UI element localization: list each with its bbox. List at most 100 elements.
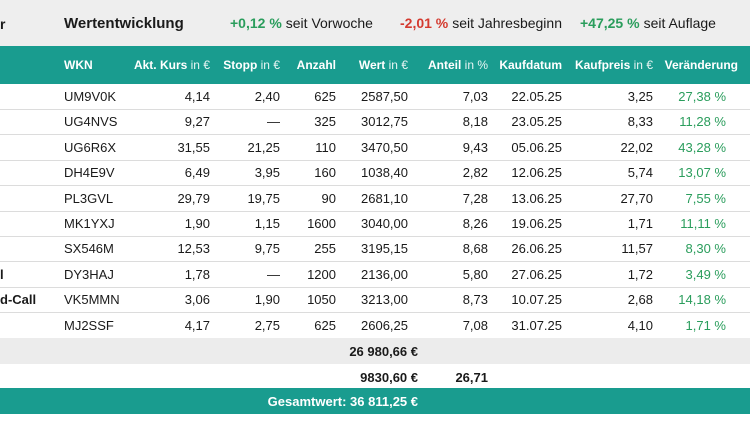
cell-wert: 3213,00 — [361, 292, 408, 308]
cell-veraenderung: 3,49 % — [685, 266, 726, 282]
cell-anteil: 8,26 — [462, 216, 488, 231]
cell-anzahl: 625 — [314, 89, 336, 104]
header-wkn: WKN — [64, 58, 93, 72]
cell-anzahl: 325 — [314, 114, 336, 130]
cell-anteil: 2,82 — [462, 165, 488, 181]
cell-anteil: 8,73 — [462, 292, 488, 308]
table-row: DH4E9V 6,49 3,95 160 1038,40 2,82 12.06.25 5,74… — [0, 160, 750, 187]
cell-anzahl: 160 — [314, 165, 336, 181]
cropped-edge-text: r — [0, 16, 6, 32]
cell-kaufpreis: 1,71 — [627, 216, 653, 231]
cash-share: 26,71 — [455, 370, 488, 385]
cell-stopp: 19,75 — [247, 190, 280, 206]
cell-anzahl: 1200 — [307, 266, 336, 282]
cell-wert: 3470,50 — [361, 139, 408, 155]
cell-wkn: UG4NVS — [64, 114, 118, 130]
header-kaufdatum: Kaufdatum — [499, 58, 562, 72]
header-kaufpreis: Kaufpreis in € — [574, 58, 653, 72]
performance-inception-label: seit Auflage — [643, 15, 716, 31]
performance-inception: +47,25 % seit Auflage — [580, 15, 716, 31]
cell-wert: 2606,25 — [361, 317, 408, 333]
cell-kurs: 3,06 — [184, 292, 210, 308]
cell-stopp: — — [267, 266, 280, 282]
cell-kaufdatum: 19.06.25 — [511, 216, 562, 231]
cash-row: 9830,60 € 26,71 — [0, 364, 750, 388]
performance-year-label: seit Jahresbeginn — [452, 15, 562, 31]
cell-veraenderung: 43,28 % — [678, 139, 726, 155]
cell-kurs: 9,27 — [184, 114, 210, 130]
cell-kaufpreis: 5,74 — [627, 165, 653, 181]
header-anteil: Anteil in % — [427, 58, 488, 72]
cell-kaufdatum: 22.05.25 — [511, 89, 562, 104]
cell-wert: 3195,15 — [361, 241, 408, 257]
table-row: SX546M 12,53 9,75 255 3195,15 8,68 26.06.25 11,… — [0, 236, 750, 263]
cell-kurs: 6,49 — [184, 165, 210, 181]
grand-total-value: Gesamtwert: 36 811,25 € — [267, 394, 418, 409]
cell-kaufpreis: 1,72 — [627, 266, 653, 282]
performance-week: +0,12 % seit Vorwoche — [230, 15, 373, 31]
cell-kurs: 29,79 — [177, 190, 210, 206]
table-row: PL3GVL 29,79 19,75 90 2681,10 7,28 13.06.25 27,… — [0, 186, 750, 212]
cell-veraenderung: 27,38 % — [678, 89, 726, 104]
cell-kurs: 1,90 — [184, 216, 210, 231]
table-row: UG4NVS 9,27 — 325 3012,75 8,18 23.05.25 8,33 11,… — [0, 109, 750, 136]
performance-week-value: +0,12 % — [230, 15, 282, 31]
cell-stopp: 1,15 — [254, 216, 280, 231]
cell-anzahl: 1600 — [307, 216, 336, 231]
cell-stopp: 2,75 — [254, 317, 280, 333]
cell-kaufdatum: 31.07.25 — [511, 317, 562, 333]
cell-wkn: VK5MMN — [64, 292, 120, 308]
table-row: UG6R6X 31,55 21,25 110 3470,50 9,43 05.06.25 22… — [0, 135, 750, 161]
cell-veraenderung: 14,18 % — [678, 292, 726, 308]
cell-kaufpreis: 27,70 — [620, 190, 653, 206]
cell-kurs: 31,55 — [177, 139, 210, 155]
cell-anzahl: 90 — [321, 190, 336, 206]
cell-wkn: UM9V0K — [64, 89, 117, 104]
header-veraenderung: Veränderung — [664, 58, 738, 72]
cell-anteil: 5,80 — [462, 266, 488, 282]
cell-wert: 2681,10 — [361, 190, 408, 206]
cell-kaufdatum: 12.06.25 — [511, 165, 562, 181]
cell-stopp: 3,95 — [254, 165, 280, 181]
cell-wkn: PL3GVL — [64, 190, 114, 206]
cell-anzahl: 1050 — [307, 292, 336, 308]
cell-stopp: 21,25 — [247, 139, 280, 155]
cell-anzahl: 255 — [314, 241, 336, 257]
header-stopp: Stopp in € — [223, 58, 280, 72]
cell-kaufpreis: 2,68 — [627, 292, 653, 308]
cell-veraenderung: 1,71 % — [685, 317, 726, 333]
cell-kaufpreis: 11,57 — [621, 241, 653, 257]
cell-veraenderung: 11,11 % — [680, 216, 726, 231]
performance-inception-value: +47,25 % — [580, 15, 640, 31]
cell-wert: 3012,75 — [361, 114, 408, 130]
cell-wkn: MK1YXJ — [64, 216, 115, 231]
cell-anzahl: 625 — [314, 317, 336, 333]
cell-kaufdatum: 13.06.25 — [511, 190, 562, 206]
cell-kaufdatum: 05.06.25 — [511, 139, 562, 155]
cell-stopp: 2,40 — [254, 89, 280, 104]
cell-anteil: 8,68 — [462, 241, 488, 257]
cell-anteil: 7,08 — [462, 317, 488, 333]
cell-kaufpreis: 8,33 — [627, 114, 653, 130]
cell-kaufdatum: 27.06.25 — [511, 266, 562, 282]
cell-kurs: 1,78 — [184, 266, 210, 282]
header-wert: Wert in € — [358, 58, 408, 72]
performance-summary-bar: r Wertentwicklung +0,12 % seit Vorwoche … — [0, 0, 750, 46]
table-row: MJ2SSF 4,17 2,75 625 2606,25 7,08 31.07.25 4,10… — [0, 313, 750, 339]
cell-anteil: 9,43 — [462, 139, 488, 155]
cell-wert: 3040,00 — [361, 216, 408, 231]
table-header: WKN Akt. Kurs in € Stopp in € Anzahl Wer… — [0, 46, 750, 84]
cell-kaufdatum: 26.06.25 — [511, 241, 562, 257]
cell-wkn: UG6R6X — [64, 139, 117, 155]
cell-kaufdatum: 23.05.25 — [511, 114, 562, 130]
cell-kaufpreis: 4,10 — [627, 317, 653, 333]
cell-veraenderung: 7,55 % — [685, 190, 726, 206]
table-row: d-Call VK5MMN 3,06 1,90 1050 3213,00 8,73 10.07… — [0, 287, 750, 314]
cell-wert: 2136,00 — [361, 266, 408, 282]
cell-anteil: 7,03 — [462, 89, 488, 104]
cell-stopp: — — [267, 114, 280, 130]
cell-wert: 2587,50 — [361, 89, 408, 104]
cell-wkn: MJ2SSF — [64, 317, 114, 333]
performance-year-value: -2,01 % — [400, 15, 449, 31]
cell-wkn: SX546M — [64, 241, 114, 257]
